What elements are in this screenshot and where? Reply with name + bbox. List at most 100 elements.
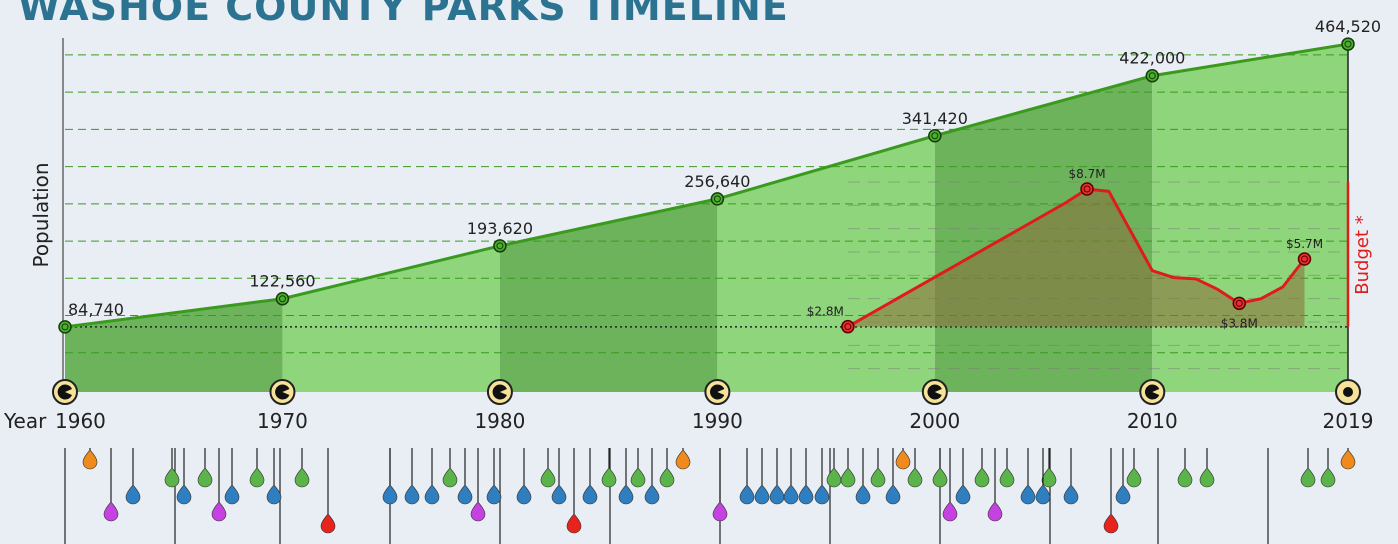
- event-drop: [855, 484, 871, 505]
- population-marker: [275, 291, 290, 306]
- decade-band: [1152, 44, 1348, 392]
- event-drop: [382, 484, 398, 505]
- event-drop: [424, 484, 440, 505]
- y-axis-label: Population: [29, 162, 53, 267]
- marker-ring: [1148, 72, 1156, 80]
- event-drop: [486, 484, 502, 505]
- event-drop: [999, 467, 1015, 488]
- event-drop: [769, 484, 785, 505]
- event-drop: [582, 484, 598, 505]
- event-drop: [907, 467, 923, 488]
- event-drop: [895, 449, 911, 470]
- population-marker: [1341, 37, 1355, 51]
- event-drop: [1340, 449, 1356, 470]
- budget-marker: [1297, 252, 1312, 266]
- decade-band: [282, 44, 500, 392]
- tick-icon: [1144, 384, 1160, 400]
- event-drop: [1177, 467, 1193, 488]
- tick-icon: [57, 384, 72, 400]
- marker-ring: [713, 195, 721, 203]
- event-drop: [442, 467, 458, 488]
- marker-ring: [1235, 299, 1243, 307]
- population-marker: [58, 320, 72, 334]
- population-marker: [710, 192, 725, 206]
- event-drop: [754, 484, 770, 505]
- event-drop: [942, 501, 958, 522]
- event-drop: [1300, 467, 1316, 488]
- population-label: 84,740: [68, 300, 124, 319]
- event-drop: [82, 449, 98, 470]
- event-drop: [826, 467, 842, 488]
- x-axis-label: Year: [3, 409, 47, 433]
- budget-marker: [841, 319, 855, 334]
- event-drop: [783, 484, 799, 505]
- event-drop: [1126, 467, 1142, 488]
- event-drop: [197, 467, 213, 488]
- event-drop: [1199, 467, 1215, 488]
- event-drop: [885, 484, 901, 505]
- event-drop: [618, 484, 634, 505]
- population-label: 422,000: [1119, 49, 1185, 68]
- population-marker: [928, 129, 942, 143]
- event-drop: [644, 484, 660, 505]
- budget-area: [847, 189, 1305, 327]
- event-drop: [1103, 513, 1119, 534]
- event-drop: [211, 501, 227, 522]
- x-tick-label: 2019: [1323, 409, 1374, 433]
- event-drop: [675, 449, 691, 470]
- event-drop: [249, 467, 265, 488]
- x-tick-label: 1990: [692, 409, 743, 433]
- marker-ring: [278, 295, 286, 303]
- population-label: 341,420: [902, 109, 968, 128]
- event-drop: [932, 467, 948, 488]
- event-drop: [974, 467, 990, 488]
- event-drop: [540, 467, 556, 488]
- event-drop: [987, 501, 1003, 522]
- marker-ring: [1301, 255, 1309, 263]
- event-drop: [516, 484, 532, 505]
- marker-ring: [61, 323, 69, 331]
- event-drop: [224, 484, 240, 505]
- budget-marker: [1232, 296, 1247, 311]
- event-drop: [814, 484, 830, 505]
- event-drop: [404, 484, 420, 505]
- marker-ring: [1083, 185, 1091, 193]
- event-drop: [125, 484, 141, 505]
- event-drop: [266, 484, 282, 505]
- event-drop: [103, 501, 119, 522]
- event-drop: [566, 513, 582, 534]
- event-drop: [739, 484, 755, 505]
- event-drop: [164, 467, 180, 488]
- population-marker: [493, 239, 507, 253]
- event-drop: [1320, 467, 1336, 488]
- event-drop: [294, 467, 310, 488]
- event-drop: [955, 484, 971, 505]
- marker-ring: [496, 242, 504, 250]
- tick-icon: [492, 384, 507, 400]
- x-tick-label: 2010: [1127, 409, 1178, 433]
- event-drop: [176, 484, 192, 505]
- event-drop: [601, 467, 617, 488]
- event-drop: [840, 467, 856, 488]
- chart-title: Washoe County Parks Timeline: [18, 0, 789, 29]
- event-drop: [551, 484, 567, 505]
- population-label: 256,640: [684, 172, 750, 191]
- event-drop: [1115, 484, 1131, 505]
- budget-marker: [1080, 182, 1094, 196]
- x-tick-label: 1960: [55, 409, 106, 433]
- x-tick-label: 1970: [257, 409, 308, 433]
- budget-label: $2.8M: [807, 305, 844, 319]
- event-drop: [1041, 467, 1057, 488]
- decade-band: [717, 44, 935, 392]
- tick-icon: [927, 384, 942, 400]
- budget-label: $3.8M: [1221, 316, 1258, 330]
- population-label: 464,520: [1315, 17, 1381, 36]
- event-drop: [320, 513, 336, 534]
- population-marker: [1145, 68, 1160, 83]
- decade-band: [65, 44, 283, 392]
- event-drop: [798, 484, 814, 505]
- y2-axis-label: Budget *: [1352, 215, 1373, 294]
- event-drop: [712, 501, 728, 522]
- tick-icon: [275, 384, 290, 400]
- population-label: 122,560: [249, 272, 315, 291]
